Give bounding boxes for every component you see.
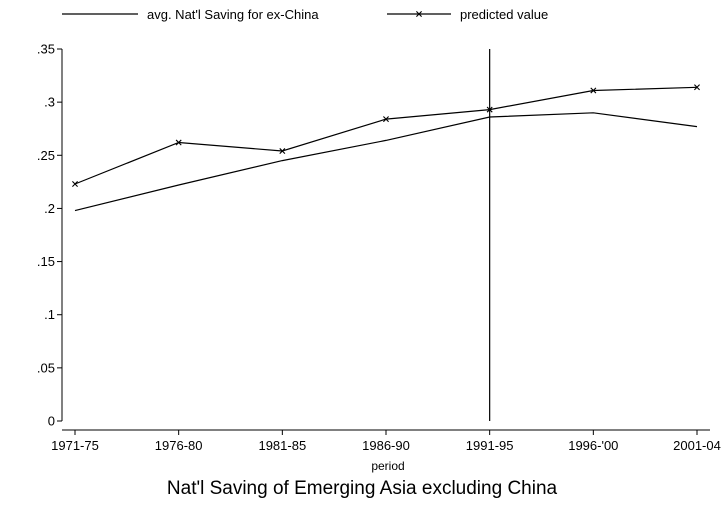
legend-marker [416,11,422,17]
data-point-marker [383,116,389,123]
axes: 0 .05 .1 .15 .2 .25 .3 .35 1971-75 1976-80 1981-85… [37,42,721,454]
y-tick-label: .35 [37,42,55,57]
data-point-marker [486,106,493,113]
data-point-marker [72,180,78,187]
y-tick-label: 0 [48,414,55,429]
legend-label-2: predicted value [460,7,548,22]
x-axis-label: period [371,459,404,473]
data-point-marker [279,148,286,155]
y-tick-label: .1 [44,307,55,322]
y-tick-label: .25 [37,148,55,163]
x-tick-label: 2001-04 [673,438,721,453]
x-tick-label: 1996-'00 [568,438,618,453]
series-group [72,84,700,212]
series-line-2 [74,86,698,185]
x-tick-label: 1986-90 [362,438,410,453]
data-point-marker [694,84,700,91]
data-point-marker [175,139,182,146]
y-tick-label: .05 [37,360,55,375]
series-line-1 [74,112,698,212]
chart-title: Nat'l Saving of Emerging Asia excluding … [167,478,558,499]
data-point-marker [590,87,597,94]
legend: avg. Nat'l Saving for ex-China predicted … [62,7,548,22]
y-tick-label: .15 [37,254,55,269]
x-tick-label: 1976-80 [155,438,203,453]
legend-label-1: avg. Nat'l Saving for ex-China [147,7,319,22]
x-tick-label: 1971-75 [51,438,99,453]
x-tick-label: 1991-95 [466,438,514,453]
y-tick-label: .3 [44,95,55,110]
x-tick-label: 1981-85 [258,438,306,453]
y-tick-label: .2 [44,201,55,216]
